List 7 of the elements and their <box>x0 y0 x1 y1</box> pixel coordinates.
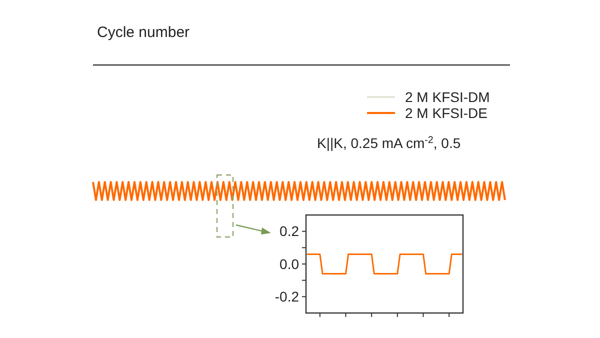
y-tick-label: 0.2 <box>280 223 300 240</box>
legend-label: 2 M KFSI-DE <box>405 105 488 121</box>
legend-label: 2 M KFSI-DM <box>405 89 490 105</box>
y-tick-label: -0.2 <box>274 288 300 305</box>
text: Cycle number <box>97 24 190 41</box>
y-tick-label: 0.0 <box>280 256 300 272</box>
text: K||K, 0.25 mA cm$^{-2}$, 0.5 <box>317 134 461 151</box>
